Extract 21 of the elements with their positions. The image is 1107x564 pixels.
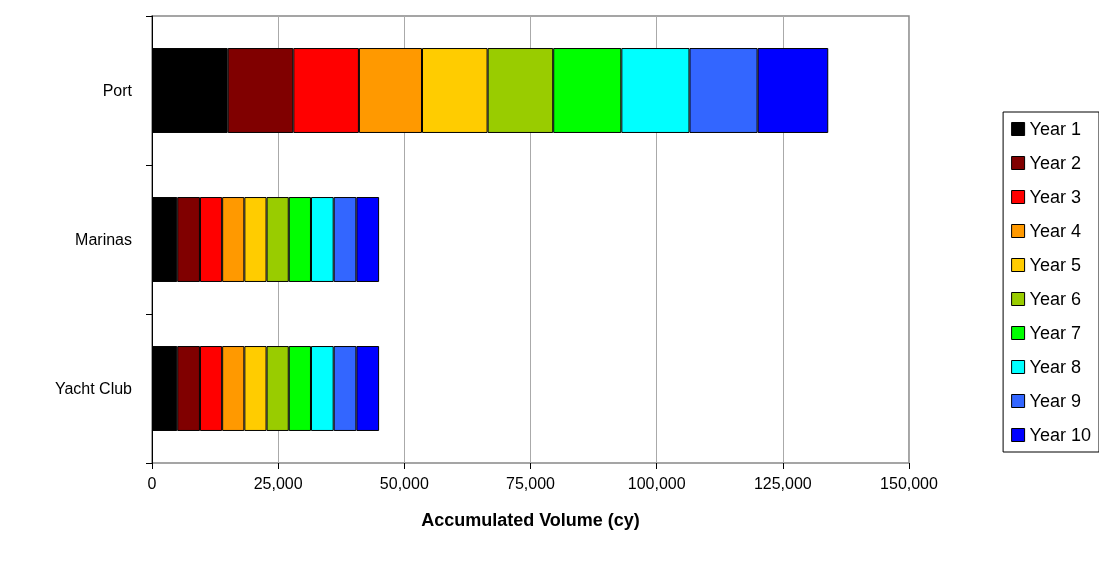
x-tick-label: 150,000 [880, 474, 939, 492]
legend-label: Year 6 [1029, 289, 1081, 309]
legend-label: Year 3 [1029, 187, 1081, 207]
x-axis-title: Accumulated Volume (cy) [421, 510, 640, 530]
y-tick-label: Port [102, 82, 133, 99]
legend-label: Year 9 [1029, 391, 1081, 411]
legend-label: Year 1 [1029, 119, 1081, 139]
legend-label: Year 10 [1029, 425, 1092, 445]
x-tick-label: 50,000 [379, 474, 429, 492]
x-tick-label: 0 [147, 474, 157, 492]
legend-label: Year 5 [1029, 255, 1081, 275]
y-tick-label: Marinas [75, 231, 132, 248]
legend-label: Year 8 [1029, 357, 1081, 377]
x-tick-label: 125,000 [753, 474, 812, 492]
y-tick-label: Yacht Club [54, 380, 133, 397]
legend-label: Year 7 [1029, 323, 1081, 343]
x-tick-label: 25,000 [253, 474, 303, 492]
x-tick-label: 100,000 [627, 474, 686, 492]
x-tick-label: 75,000 [506, 474, 556, 492]
legend-label: Year 4 [1029, 221, 1081, 241]
legend-label: Year 2 [1029, 153, 1081, 173]
